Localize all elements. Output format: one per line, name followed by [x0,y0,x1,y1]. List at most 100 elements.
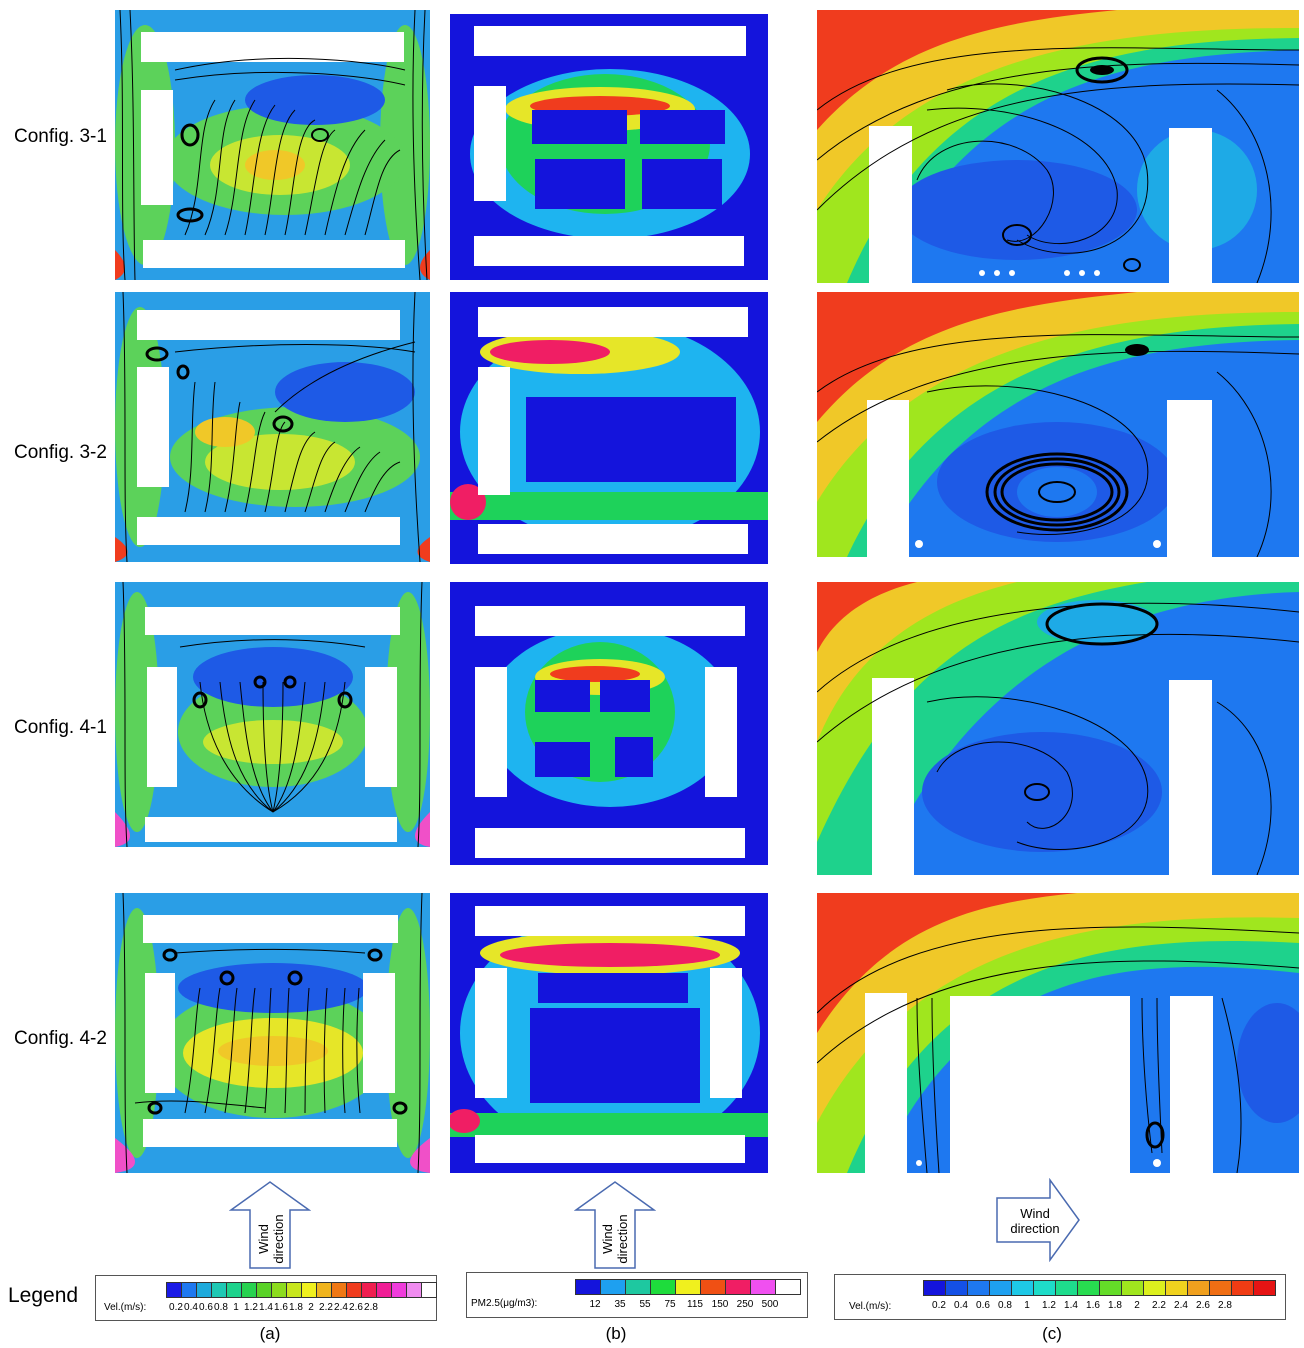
legend-b-box: PM2.5(μg/m3): 12 35 55 75 115 150 250 500 [466,1272,808,1318]
legend-c-tick: 2 [1134,1300,1140,1311]
legend-c-swatch [1253,1280,1276,1296]
wind-arrow-b [574,1181,656,1269]
legend-a-swatch [241,1282,257,1298]
legend-c-tick: 2.8 [1218,1300,1232,1311]
legend-c-swatch [1231,1280,1254,1296]
legend-c-swatch [1099,1280,1122,1296]
legend-a-swatch [211,1282,227,1298]
legend-a-swatch [286,1282,302,1298]
subfigure-label-c: (c) [1042,1324,1062,1343]
wind-label-c-text: Wind direction [1000,1206,1070,1236]
legend-b-swatch [600,1279,626,1295]
panel-b-config-4-1 [450,582,768,865]
legend-a-tick: 2.6 [349,1302,363,1313]
legend-b-tick: 150 [711,1299,729,1310]
legend-b-swatch [575,1279,601,1295]
legend-a-tick: 1 [233,1302,239,1313]
legend-a-tick: 0.8 [214,1302,228,1313]
legend-a-tick: 1.6 [274,1302,288,1313]
legend-c-tick: 0.2 [932,1300,946,1311]
legend-a-name: Vel.(m/s): [104,1302,147,1313]
legend-c-swatch [923,1280,946,1296]
legend-b-tick: 250 [736,1299,754,1310]
legend-a-swatch [406,1282,422,1298]
legend-b-swatch [725,1279,751,1295]
legend-c-box: Vel.(m/s): 0.2 0.4 0.6 0.8 1 1.2 1.4 1.6 1.8 2 2.2… [834,1274,1286,1320]
wind-label-a-line2: direction [271,1214,286,1264]
wind-label-c-line2: direction [1010,1221,1060,1236]
panel-a-config-4-1 [115,582,430,847]
legend-c-swatch [1077,1280,1100,1296]
legend-c-tick: 2.2 [1152,1300,1166,1311]
legend-c-name: Vel.(m/s): [849,1301,892,1312]
legend-c-tick: 0.8 [998,1300,1012,1311]
legend-b-tick: 35 [614,1299,626,1310]
panel-c-config-4-1 [817,582,1299,875]
legend-c-tick: 0.4 [954,1300,968,1311]
legend-c-swatch [1187,1280,1210,1296]
legend-a-tick: 2.4 [334,1302,348,1313]
panel-b-config-3-2 [450,292,768,564]
wind-label-b-line1: Wind [600,1224,615,1254]
panel-b-config-4-2 [450,893,768,1173]
row-label-config-3-2: Config. 3-2 [14,442,107,463]
legend-a-swatch [421,1282,437,1298]
panel-a-config-3-1 [115,10,430,280]
legend-c-tick: 2.4 [1174,1300,1188,1311]
panel-a-config-4-2 [115,893,430,1173]
legend-a-swatch [301,1282,317,1298]
legend-a-tick: 1.8 [289,1302,303,1313]
wind-label-c-line1: Wind [1020,1206,1050,1221]
legend-a-tick: 2.8 [364,1302,378,1313]
wind-label-b-line2: direction [615,1214,630,1264]
legend-b-tick: 12 [589,1299,601,1310]
subfigure-label-b: (b) [605,1324,627,1343]
legend-c-swatch [1121,1280,1144,1296]
legend-title: Legend [8,1284,79,1307]
legend-a-swatch [166,1282,182,1298]
legend-a-swatch [256,1282,272,1298]
legend-a-swatch [376,1282,392,1298]
legend-c-swatch [1033,1280,1056,1296]
wind-label-b-text: Wind direction [590,1208,640,1263]
legend-c-tick: 0.6 [976,1300,990,1311]
legend-a-tick: 0.4 [184,1302,198,1313]
panel-a-config-3-2 [115,292,430,562]
legend-a-swatch [316,1282,332,1298]
legend-a-swatch [181,1282,197,1298]
legend-c-tick: 1.6 [1086,1300,1100,1311]
legend-c-tick: 1 [1024,1300,1030,1311]
legend-c-swatch [1011,1280,1034,1296]
legend-a-tick: 2.2 [319,1302,333,1313]
wind-label-a-text: Wind direction [246,1208,296,1263]
legend-a-swatch [271,1282,287,1298]
legend-a-swatch [361,1282,377,1298]
legend-b-tick: 55 [639,1299,651,1310]
legend-b-swatch [650,1279,676,1295]
legend-b-swatch [700,1279,726,1295]
legend-a-tick: 1.2 [244,1302,258,1313]
wind-arrow-a [229,1181,311,1269]
panel-b-config-3-1 [450,14,768,280]
legend-b-swatch [750,1279,776,1295]
legend-c-swatch [1143,1280,1166,1296]
legend-a-tick: 1.4 [259,1302,273,1313]
panel-c-config-4-2 [817,893,1299,1173]
legend-c-swatch [1055,1280,1078,1296]
legend-b-swatch [675,1279,701,1295]
legend-c-tick: 1.8 [1108,1300,1122,1311]
row-label-config-3-1: Config. 3-1 [14,126,107,147]
legend-c-swatch [1165,1280,1188,1296]
wind-arrow-c [996,1178,1080,1262]
legend-c-tick: 1.2 [1042,1300,1056,1311]
legend-a-tick: 0.6 [199,1302,213,1313]
legend-b-name: PM2.5(μg/m3): [471,1298,538,1309]
legend-a-tick: 2 [308,1302,314,1313]
legend-a-swatch [391,1282,407,1298]
legend-a-tick: 0.2 [169,1302,183,1313]
legend-b-swatch [625,1279,651,1295]
legend-a-swatch [346,1282,362,1298]
legend-b-tick: 115 [687,1299,703,1310]
legend-c-tick: 1.4 [1064,1300,1078,1311]
legend-c-swatch [945,1280,968,1296]
